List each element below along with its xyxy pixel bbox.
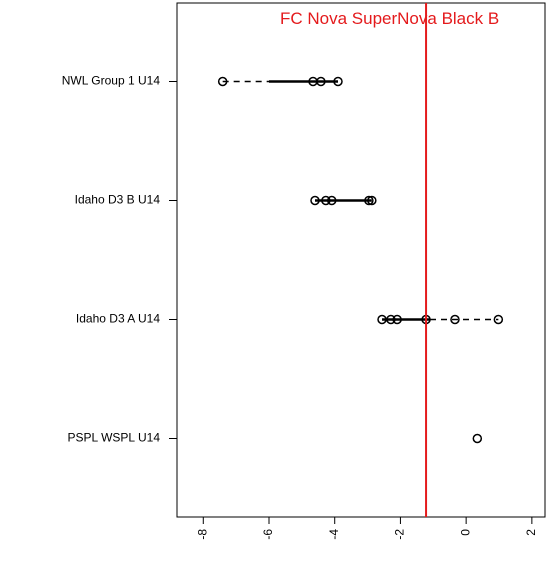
point	[377, 314, 387, 325]
x-tick-label: -8	[195, 529, 209, 540]
reference-label: FC Nova SuperNova Black B	[280, 9, 499, 28]
point	[367, 195, 377, 206]
point	[321, 195, 331, 206]
x-tick-label: -6	[261, 529, 275, 540]
point	[316, 76, 326, 87]
x-tick-label: -4	[327, 529, 341, 540]
y-tick-label: PSPL WSPL U14	[68, 431, 161, 445]
x-tick-label: -2	[393, 529, 407, 540]
point	[472, 433, 483, 444]
y-tick-label: Idaho D3 A U14	[76, 312, 160, 326]
point	[386, 314, 396, 325]
point	[364, 195, 374, 206]
plot-frame	[176, 2, 546, 518]
point	[392, 314, 402, 325]
x-tick-label: 0	[458, 529, 472, 536]
point	[217, 76, 228, 87]
x-tick-label: 2	[524, 529, 538, 536]
y-tick-label: NWL Group 1 U14	[62, 74, 161, 88]
y-tick-label: Idaho D3 B U14	[75, 193, 161, 207]
point	[493, 314, 504, 325]
point	[333, 76, 343, 87]
point	[450, 314, 460, 325]
point	[327, 195, 337, 206]
point	[310, 195, 320, 206]
